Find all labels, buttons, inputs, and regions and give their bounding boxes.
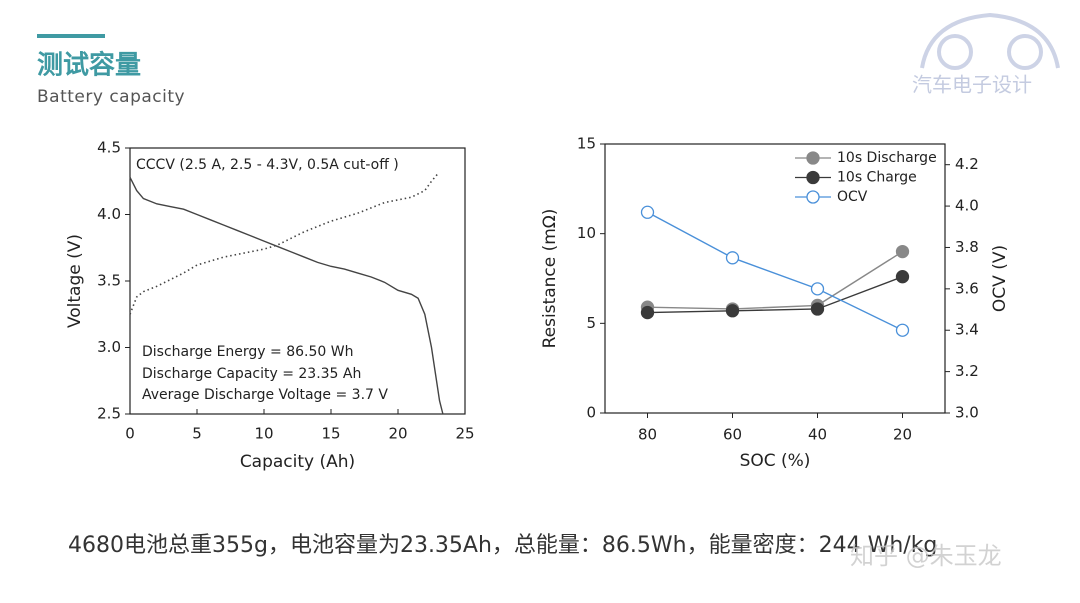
chart: 0 5 10 15 20 25 2.5 3.0 3.5 4.0 4.5 Capacity (Ah) Vo… [65, 139, 475, 473]
series-line [647, 276, 903, 314]
y-tick-label: 2.5 [97, 405, 121, 423]
y2-axis-label: OCV (V) [990, 245, 1010, 312]
x-axis-label: SOC (%) [740, 451, 811, 471]
point [895, 244, 910, 259]
y-tick-label: 4.5 [97, 139, 121, 157]
x-tick-label: 25 [455, 425, 474, 443]
annotation: Discharge Capacity = 23.35 Ah [142, 366, 361, 382]
y2-tick-label: 3.8 [955, 238, 979, 256]
y2-tick-label: 4.0 [955, 197, 979, 215]
plot-frame [604, 143, 946, 414]
slide-subtitle: Battery capacity [37, 87, 185, 107]
point [725, 251, 740, 265]
y-tick-label: 0 [586, 404, 596, 422]
x-tick-label: 20 [893, 426, 912, 444]
y-axis-label: Resistance (mΩ) [540, 209, 560, 349]
y-tick-label: 10 [577, 224, 596, 242]
y-tick-label: 3.5 [97, 272, 121, 290]
series-line [129, 172, 439, 315]
annotation: Discharge Energy = 86.50 Wh [142, 344, 353, 360]
y2-tick-label: 4.2 [955, 155, 979, 173]
chart: 80 60 40 20 0 5 10 15 3.0 3.2 3.4 3.6 3.8 4.0 4.2 SOC (… [540, 135, 1010, 472]
logo [920, 12, 1060, 70]
x-axis-label: Capacity (Ah) [240, 452, 355, 472]
legend-label: 10s Discharge [837, 150, 937, 166]
legend-marker [806, 170, 820, 185]
caption: 4680电池总重355g，电池容量为23.35Ah，总能量：86.5Wh，能量密… [68, 533, 937, 558]
annotation: CCCV (2.5 A, 2.5 - 4.3V, 0.5A cut-off ) [136, 157, 399, 173]
legend-marker [806, 190, 820, 204]
title-bar [37, 34, 105, 38]
legend-marker [806, 151, 820, 165]
series-line [129, 176, 444, 415]
y-tick-label: 15 [577, 135, 596, 153]
logo-wheel [937, 34, 973, 70]
point [895, 270, 910, 284]
x-tick-label: 0 [125, 425, 135, 443]
x-tick-label: 10 [254, 425, 273, 443]
point [640, 305, 655, 320]
logo-text: 汽车电子设计 [912, 73, 1032, 97]
annotation: Average Discharge Voltage = 3.7 V [142, 387, 388, 403]
x-tick-label: 60 [723, 426, 742, 444]
x-tick-label: 5 [192, 425, 202, 443]
y2-tick-label: 3.2 [955, 362, 979, 380]
point [725, 304, 740, 318]
x-tick-label: 15 [321, 425, 340, 443]
y2-tick-label: 3.4 [955, 321, 979, 339]
logo-wheel [1007, 34, 1043, 70]
y-tick-label: 4.0 [97, 205, 121, 223]
x-tick-label: 40 [808, 426, 827, 444]
y2-tick-label: 3.6 [955, 279, 979, 297]
y-tick-label: 3.0 [97, 338, 121, 356]
y2-tick-label: 3.0 [955, 404, 979, 422]
point [810, 282, 825, 296]
slide-title: 测试容量 [37, 50, 141, 81]
y-axis-label: Voltage (V) [65, 234, 85, 328]
legend-label: 10s Charge [837, 170, 917, 186]
logo-arc [920, 12, 1060, 69]
point [895, 323, 910, 337]
x-tick-label: 20 [388, 425, 407, 443]
x-tick-label: 80 [638, 426, 657, 444]
watermark: 知乎 @朱玉龙 [850, 542, 1002, 570]
y-tick-label: 5 [586, 314, 596, 332]
legend-label: OCV [837, 189, 868, 205]
point [640, 205, 655, 219]
series-line [647, 211, 903, 331]
point [810, 302, 825, 316]
series-line [647, 251, 903, 310]
